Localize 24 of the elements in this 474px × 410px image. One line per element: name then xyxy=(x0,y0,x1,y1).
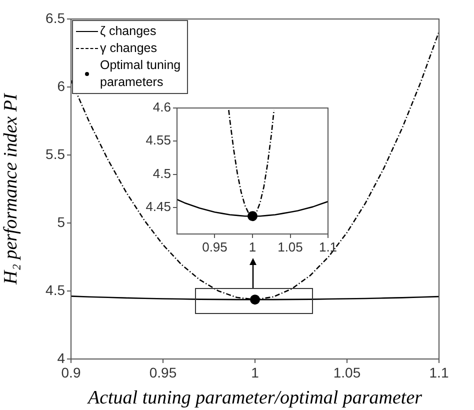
y-tick-label: 5 xyxy=(57,214,66,230)
y-tick-label: 4.5 xyxy=(152,166,171,181)
x-tick-label: 1.1 xyxy=(318,239,338,254)
x-tick-label: 1.1 xyxy=(429,364,449,380)
y-tick-label: 5.5 xyxy=(46,146,66,162)
x-tick-label: 1 xyxy=(251,364,260,380)
y-tick-label: 6 xyxy=(57,78,66,94)
x-tick-label: 0.9 xyxy=(61,364,81,380)
x-tick-label: 0.95 xyxy=(149,364,177,380)
y-axis-title: H₂ performance index PI xyxy=(0,92,22,286)
y-tick-label: 4.55 xyxy=(146,132,171,148)
x-tick-label: 1.05 xyxy=(278,239,303,254)
x-tick-label: 0.95 xyxy=(202,239,228,254)
x-tick-label: 1 xyxy=(248,239,256,254)
x-tick-label: 1.05 xyxy=(333,364,361,380)
x-axis-title: Actual tuning parameter/optimal parameter xyxy=(86,388,423,409)
y-tick-label: 4.5 xyxy=(46,282,66,298)
y-tick-label: 4 xyxy=(57,350,66,366)
y-tick-label: 4.45 xyxy=(146,199,171,214)
y-tick-label: 6.5 xyxy=(46,10,66,26)
legend-label: γ changes xyxy=(100,40,157,57)
y-tick-label: 4.6 xyxy=(152,100,171,115)
legend-label: ζ changes xyxy=(100,23,156,40)
legend-label: Optimal tuning parameters xyxy=(100,57,182,91)
